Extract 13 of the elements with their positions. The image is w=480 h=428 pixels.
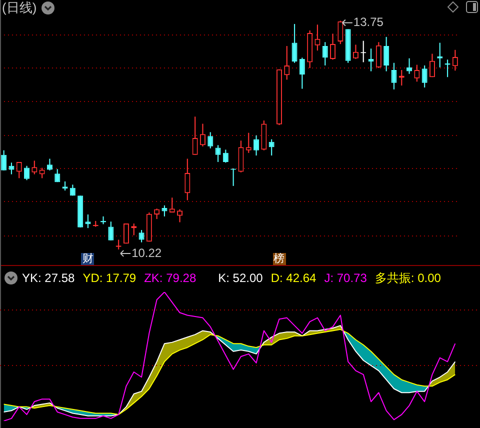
text: YK: 27.58 <box>22 271 75 285</box>
annotation: 10.22 <box>132 246 162 260</box>
text: K: 52.00 <box>218 271 263 285</box>
annotation: 13.75 <box>353 15 384 30</box>
text: YD: 17.79 <box>82 271 136 285</box>
text: D: 42.64 <box>270 271 316 285</box>
text: J: 70.73 <box>324 271 367 285</box>
text: 多共振: 0.00 <box>374 271 441 285</box>
candlestick <box>406 58 412 74</box>
annotation: 榜 <box>272 253 286 265</box>
series-label: ZK: 79.28 <box>144 271 196 285</box>
annotation: 财 <box>81 253 94 265</box>
chart-title: (日线) <box>2 0 37 15</box>
